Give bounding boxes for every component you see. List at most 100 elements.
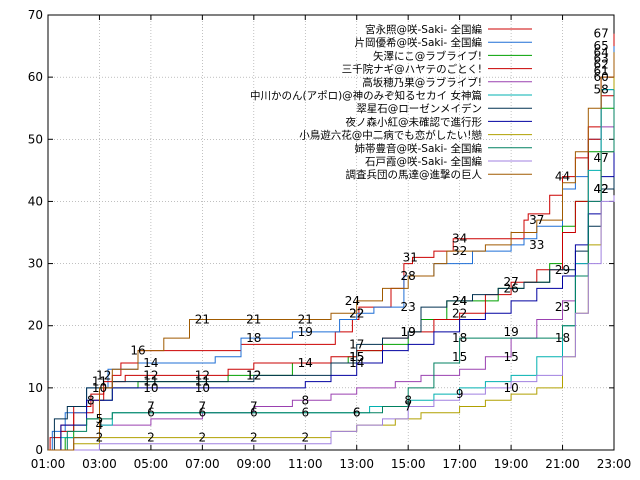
- data-label: 2: [250, 431, 258, 445]
- data-label: 5: [96, 412, 104, 426]
- x-tick-label: 23:00: [597, 457, 632, 471]
- legend-label: 三千院ナギ@ハヤテのごとく!: [342, 63, 482, 76]
- series-line: [48, 89, 615, 451]
- grid: [48, 15, 614, 450]
- data-label: 26: [503, 281, 518, 295]
- series-line: [48, 70, 615, 451]
- data-label: 15: [349, 350, 364, 364]
- data-label: 61: [593, 64, 608, 78]
- data-label: 14: [143, 356, 158, 370]
- legend-label: 小鳥遊六花@中二病でも恋がしたい!戀: [299, 129, 482, 142]
- data-label: 64: [593, 45, 608, 59]
- data-label: 14: [298, 356, 313, 370]
- data-label: 27: [503, 275, 518, 289]
- legend-label: 姉帯豊音@咲-Saki- 全国編: [354, 142, 482, 155]
- series-line: [48, 195, 615, 451]
- y-tick-label: 60: [28, 70, 43, 84]
- legend-label: 中川かのん(アポロ)@神のみぞ知るセカイ 女神篇: [250, 89, 482, 102]
- data-label: 7: [147, 400, 155, 414]
- data-label: 8: [301, 393, 309, 407]
- data-label: 2: [301, 431, 309, 445]
- data-label: 23: [555, 300, 570, 314]
- plot-frame: [47, 14, 615, 451]
- data-label: 10: [503, 381, 518, 395]
- data-label: 6: [147, 406, 155, 420]
- data-label: 24: [452, 294, 467, 308]
- data-label: 14: [349, 356, 364, 370]
- x-tick-label: 19:00: [494, 457, 529, 471]
- x-tick-label: 11:00: [288, 457, 323, 471]
- data-label: 6: [353, 406, 361, 420]
- y-tick-label: 40: [28, 194, 43, 208]
- y-tick-label: 10: [28, 381, 43, 395]
- data-label: 21: [195, 313, 210, 327]
- data-label: 21: [246, 313, 261, 327]
- y-axis-ticks: 0 10 20 30 40 50 60 70: [28, 8, 614, 457]
- legend-label: 翠星石@ローゼンメイデン: [356, 102, 482, 115]
- data-label: 10: [92, 381, 107, 395]
- data-label: 47: [593, 151, 608, 165]
- x-tick-label: 13:00: [339, 457, 374, 471]
- data-label: 19: [401, 325, 416, 339]
- data-label: 10: [195, 381, 210, 395]
- legend-label: 片岡優希@咲-Saki- 全国編: [354, 36, 482, 49]
- legend-label: 夜ノ森小紅@未確認で進行形: [346, 115, 483, 128]
- legend-label: 宮永照@咲-Saki- 全国編: [365, 23, 482, 36]
- data-label: 12: [246, 368, 261, 382]
- data-label: 22: [349, 306, 364, 320]
- series-line: [48, 145, 615, 451]
- series-line: [48, 52, 615, 451]
- data-label: 12: [143, 368, 158, 382]
- series-line: [48, 64, 615, 451]
- legend-label: 調査兵団の馬達@進撃の巨人: [346, 168, 483, 181]
- data-label: 60: [593, 70, 608, 84]
- y-tick-label: 0: [35, 443, 43, 457]
- data-label: 11: [143, 375, 158, 389]
- data-label: 24: [452, 294, 467, 308]
- data-label: 58: [593, 83, 608, 97]
- legend-label: 高坂穂乃果@ラブライブ!: [362, 76, 482, 89]
- data-label: 6: [301, 406, 309, 420]
- data-label: 33: [529, 238, 544, 252]
- data-label: 23: [401, 300, 416, 314]
- data-label: 15: [503, 350, 518, 364]
- data-label: 42: [593, 182, 608, 196]
- data-label: 2: [96, 431, 104, 445]
- x-tick-label: 03:00: [82, 457, 117, 471]
- data-label: 17: [349, 337, 364, 351]
- data-label: 10: [143, 381, 158, 395]
- data-label: 8: [404, 393, 412, 407]
- data-label: 19: [298, 325, 313, 339]
- data-label: 7: [199, 400, 207, 414]
- data-label: 16: [130, 344, 145, 358]
- data-label: 42: [593, 182, 608, 196]
- data-label: 2: [199, 431, 207, 445]
- data-label: 8: [87, 393, 95, 407]
- data-label: 29: [555, 263, 570, 277]
- data-label: 15: [349, 350, 364, 364]
- y-tick-label: 20: [28, 319, 43, 333]
- legend-label: 矢澤にこ@ラブライブ!: [373, 49, 482, 62]
- y-tick-label: 50: [28, 132, 43, 146]
- data-label: 12: [195, 368, 210, 382]
- data-label: 9: [456, 387, 464, 401]
- x-tick-label: 09:00: [237, 457, 272, 471]
- data-label: 63: [593, 52, 608, 66]
- x-tick-label: 15:00: [391, 457, 426, 471]
- x-axis-ticks: 01:00 03:00 05:00 07:00 09:00 11:00 13:00 15:00…: [31, 15, 632, 471]
- data-label: 65: [593, 39, 608, 53]
- data-label: 18: [246, 331, 261, 345]
- y-tick-label: 30: [28, 257, 43, 271]
- y-tick-label: 70: [28, 8, 43, 22]
- data-label: 24: [345, 294, 360, 308]
- data-label: 7: [404, 400, 412, 414]
- series-lines: [48, 33, 615, 451]
- data-label: 11: [195, 375, 210, 389]
- x-tick-label: 05:00: [134, 457, 169, 471]
- data-label: 6: [353, 406, 361, 420]
- data-label: 2: [147, 431, 155, 445]
- data-label: 62: [593, 58, 608, 72]
- data-label: 18: [555, 331, 570, 345]
